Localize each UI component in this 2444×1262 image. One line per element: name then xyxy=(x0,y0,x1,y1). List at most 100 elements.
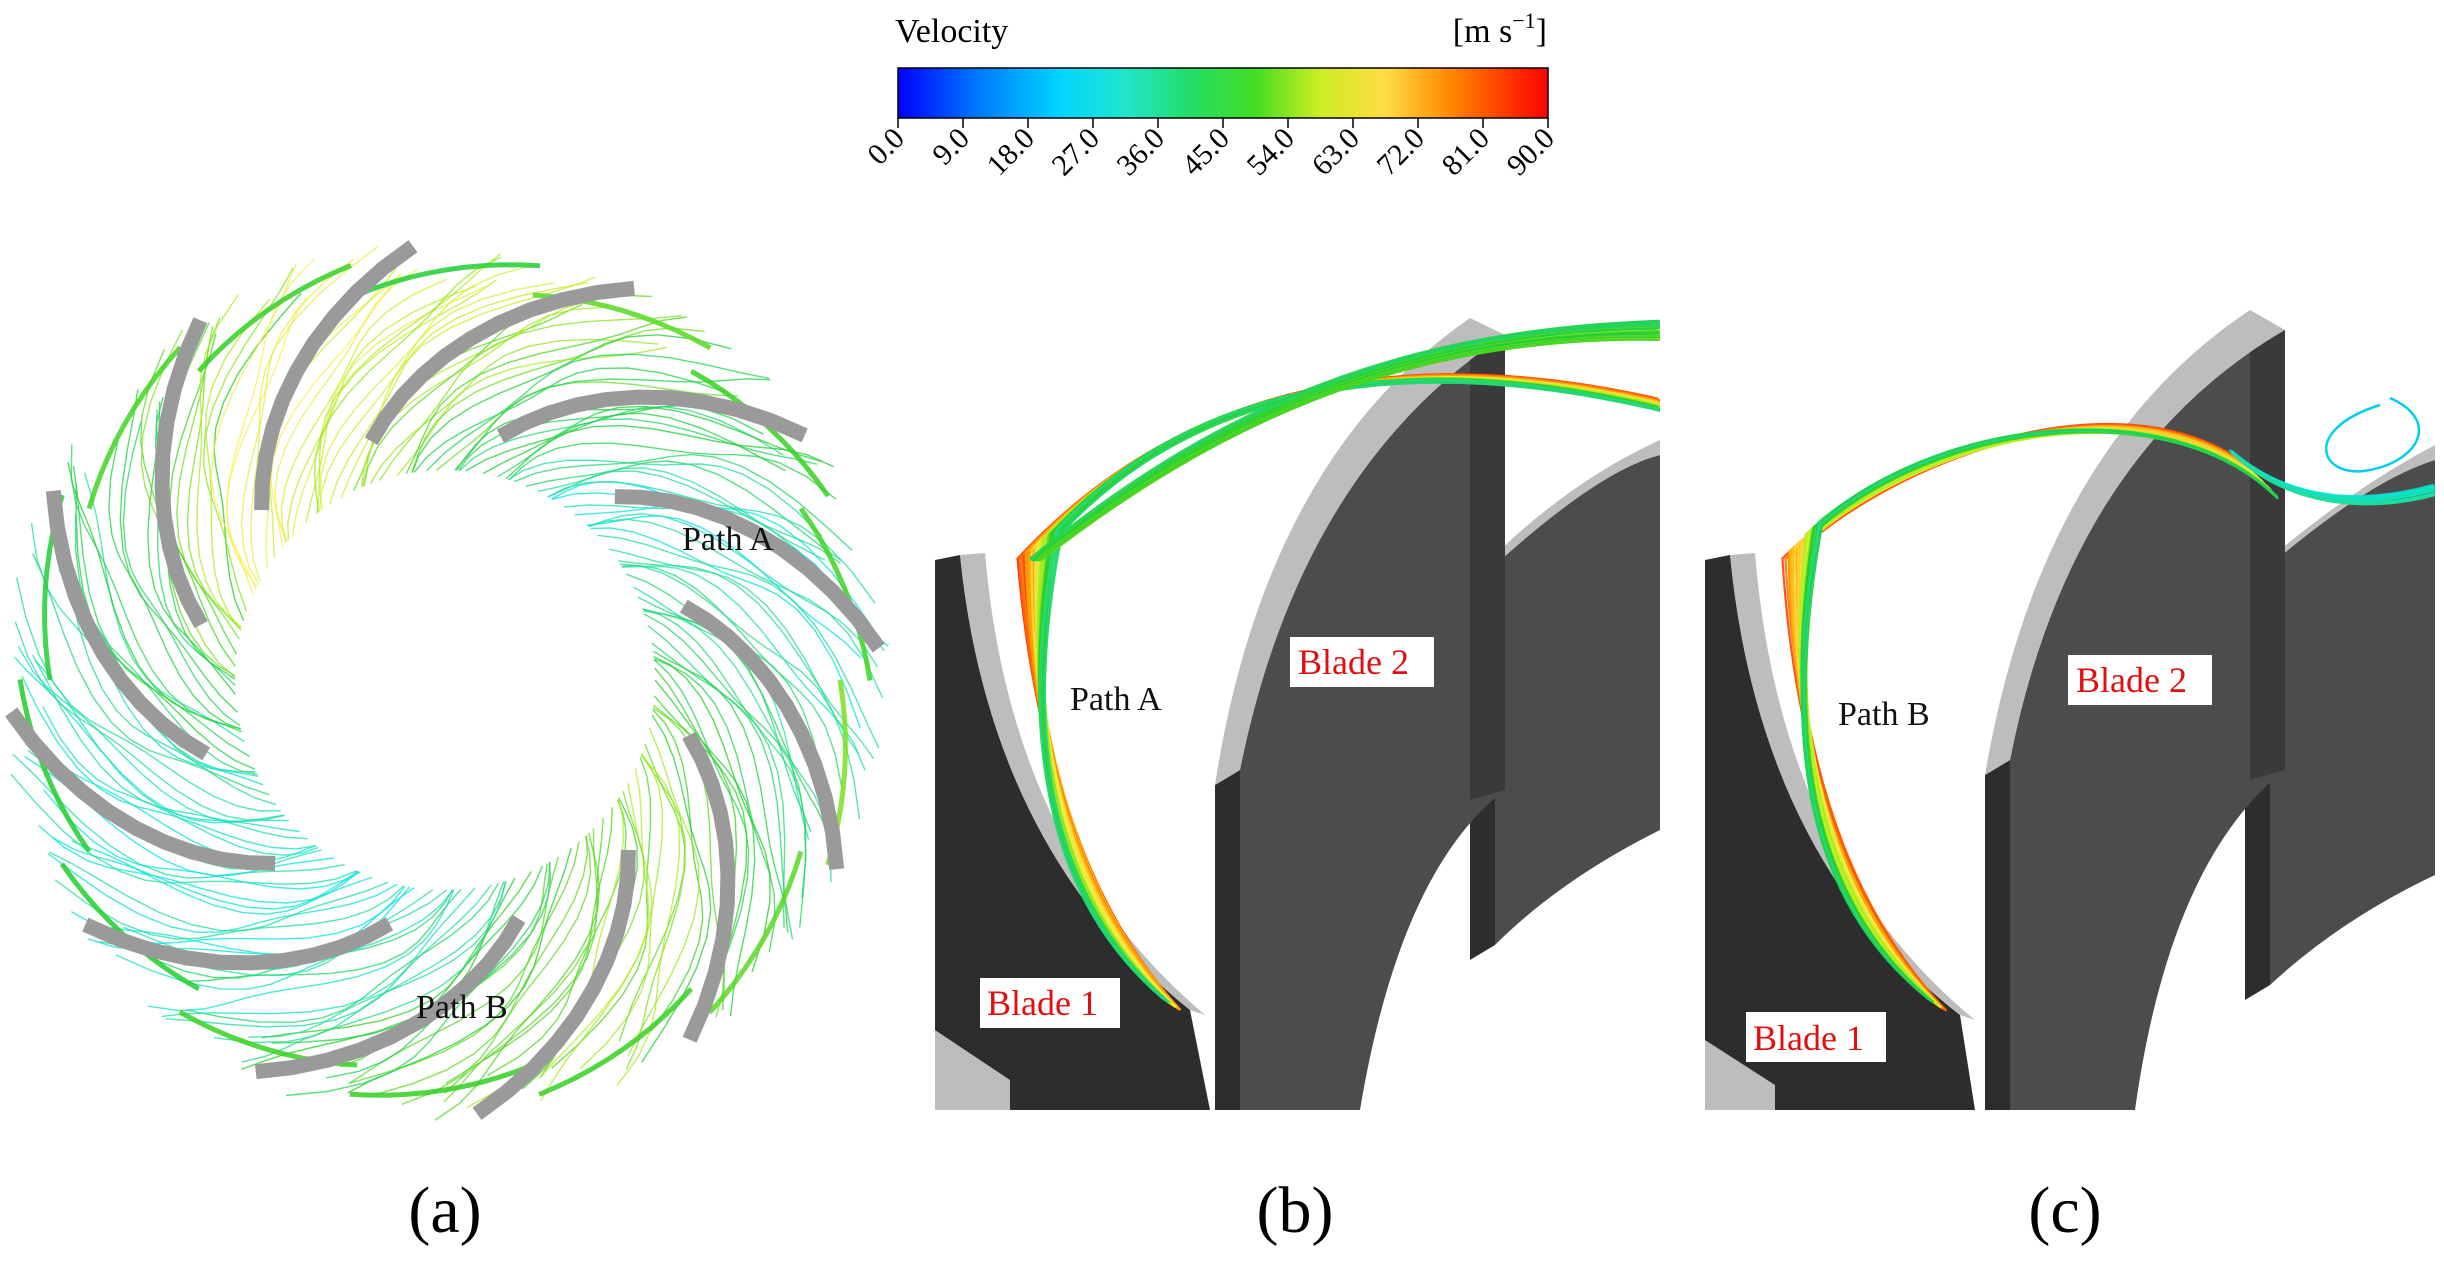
streamline xyxy=(204,298,271,631)
colorbar-tick-label: 72.0 xyxy=(1370,122,1430,182)
streamline xyxy=(119,389,238,713)
c-blade-2-face xyxy=(2010,330,2285,1110)
streamline xyxy=(83,472,245,743)
streamline xyxy=(444,817,604,1094)
streamline xyxy=(459,405,784,472)
colorbar-unit-base: [m s xyxy=(1453,13,1513,50)
c-blade-2-label-box xyxy=(2068,655,2212,705)
c-blade-1-top xyxy=(1730,553,1975,1020)
streamline xyxy=(319,264,535,510)
colorbar-tick-label: 0.0 xyxy=(861,122,911,172)
streamline xyxy=(108,439,242,730)
streamline xyxy=(261,871,532,1039)
c-blade-1-label: Blade 1 xyxy=(1753,1018,1864,1058)
streamline xyxy=(513,453,853,551)
colorbar-tick-label: 9.0 xyxy=(926,122,976,172)
colorbar: Velocity [m s−1] 0.0 9.0 18.0 27.0 36.0 45.0 5… xyxy=(861,8,1561,182)
streamline xyxy=(361,306,607,488)
streamline xyxy=(641,714,712,1063)
streamline xyxy=(270,275,402,548)
colorbar-tick-label: 90.0 xyxy=(1500,122,1560,182)
streamline xyxy=(38,824,360,904)
streamline xyxy=(32,553,270,796)
streamline xyxy=(654,667,748,990)
blade-1-top xyxy=(960,553,1205,1015)
impeller-blade xyxy=(254,914,526,1080)
impeller-blade xyxy=(496,389,808,443)
streamline xyxy=(443,828,599,1103)
streamline xyxy=(642,608,834,858)
streamline xyxy=(305,279,498,523)
blade-1-label: Blade 1 xyxy=(987,983,1098,1023)
colorbar-tick-label: 18.0 xyxy=(980,122,1040,182)
streamline xyxy=(347,847,572,1094)
c-blade-3-face xyxy=(2270,460,2435,985)
streamline xyxy=(369,338,658,485)
streamline xyxy=(72,466,250,757)
path-a-streamlines xyxy=(1016,319,1660,1011)
streamline xyxy=(41,705,319,856)
panel-b: Path A Blade 2 Blade 1 xyxy=(935,318,1660,1110)
streamline xyxy=(1030,322,1660,561)
path-a-label: Path A xyxy=(682,521,774,558)
streamline xyxy=(165,884,492,1028)
impeller-blades xyxy=(5,240,885,1120)
streamline xyxy=(241,881,505,1063)
rim-streamline xyxy=(17,679,92,853)
streamline xyxy=(445,807,613,1084)
streamline xyxy=(225,296,308,589)
panel-c-path-label: Path B xyxy=(1838,696,1930,733)
streamline xyxy=(508,459,823,537)
colorbar-ticks: 0.0 9.0 18.0 27.0 36.0 45.0 54.0 63.0 72.0 81.0 90… xyxy=(861,118,1561,182)
c-blade-1-label-box xyxy=(1746,1012,1886,1062)
streamline xyxy=(644,613,807,928)
impeller-blade xyxy=(472,849,636,1120)
streamline xyxy=(508,442,837,500)
streamline xyxy=(329,281,589,505)
c-blade-2-top xyxy=(1985,310,2285,775)
streamline xyxy=(375,835,589,1096)
blade-3-top xyxy=(1470,440,1660,580)
streamline xyxy=(12,753,346,879)
colorbar-gradient xyxy=(897,67,1549,119)
panel-a: Path A Path B (a) xyxy=(5,240,889,1247)
streamline xyxy=(401,836,592,1106)
streamline xyxy=(653,655,771,973)
streamline xyxy=(525,460,843,562)
blade-2-label-box xyxy=(1290,637,1434,687)
streamline xyxy=(482,405,822,475)
blade-2-label: Blade 2 xyxy=(1298,642,1409,682)
impeller-blade xyxy=(45,489,211,761)
blade-2-top xyxy=(1215,318,1505,785)
rim-streamline xyxy=(86,345,183,510)
streamline xyxy=(454,378,771,471)
blade-2-tip xyxy=(1470,330,1505,800)
streamline xyxy=(540,783,653,1102)
streamline xyxy=(49,851,389,932)
streamline xyxy=(313,256,501,513)
blade-base xyxy=(935,1030,1010,1110)
caption-b: (b) xyxy=(1257,1174,1334,1247)
streamline xyxy=(597,534,880,749)
streamline xyxy=(316,253,502,514)
streamline xyxy=(411,327,705,473)
streamline xyxy=(1035,332,1659,561)
streamline xyxy=(213,292,302,621)
streamline xyxy=(10,773,358,885)
streamline xyxy=(64,566,277,806)
colorbar-tick-label: 45.0 xyxy=(1175,122,1235,182)
streamline xyxy=(625,754,686,1070)
rim-streamline xyxy=(349,1062,534,1098)
streamline xyxy=(621,564,843,789)
streamline xyxy=(1039,338,1660,561)
streamline xyxy=(248,880,507,1038)
blade-3-face xyxy=(1495,455,1660,945)
streamline xyxy=(186,317,242,631)
blade-1-label-box xyxy=(980,978,1120,1028)
streamline xyxy=(213,880,507,1044)
blade-2-face xyxy=(1240,335,1505,1110)
impeller-blade xyxy=(614,489,885,653)
streamline xyxy=(396,346,668,476)
streamline xyxy=(122,421,241,727)
